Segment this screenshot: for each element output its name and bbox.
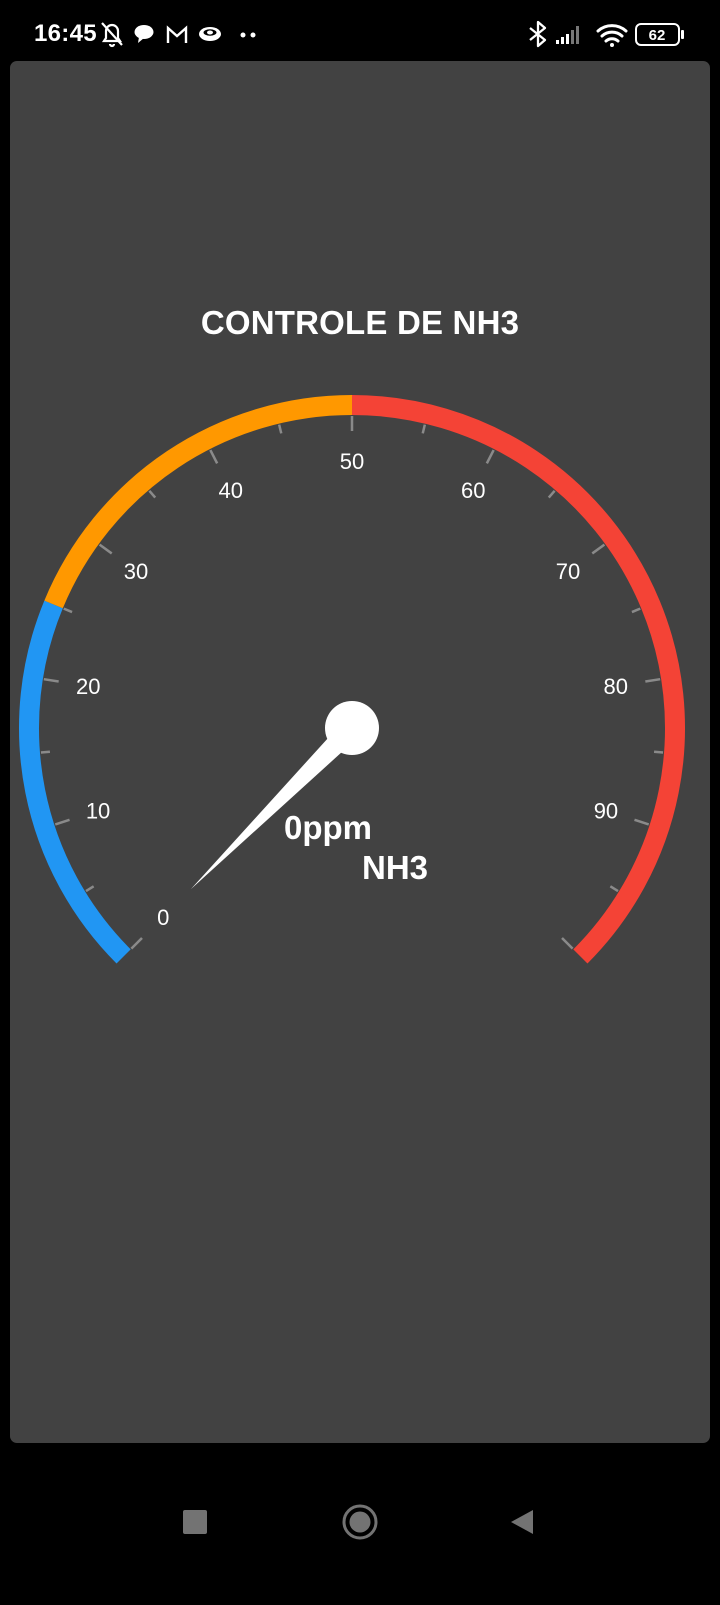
back-triangle-icon xyxy=(511,1510,533,1534)
gauge-tick xyxy=(85,885,95,893)
gauge-tick-label: 70 xyxy=(556,559,580,584)
gauge-tick xyxy=(591,543,606,555)
gauge-tick-label: 40 xyxy=(219,478,243,503)
back-button[interactable] xyxy=(511,1510,533,1534)
wifi-icon xyxy=(596,24,628,47)
status-bar: 16:45 xyxy=(0,0,720,60)
gauge-tick-label: 60 xyxy=(461,478,485,503)
gauge-tick xyxy=(63,607,73,614)
gauge-value-text: 0ppm xyxy=(284,809,372,846)
gauge-unit-label: NH3 xyxy=(362,849,428,886)
gauge-range-arc-1 xyxy=(44,395,353,609)
more-dots-icon xyxy=(240,32,256,38)
gauge-range-arc-0 xyxy=(19,600,131,964)
gauge-tick xyxy=(148,489,157,499)
status-left-icons xyxy=(101,22,256,48)
gauge-range-arcs xyxy=(19,395,685,964)
gauge-tick xyxy=(653,750,664,754)
gauge-tick-label: 90 xyxy=(594,799,618,824)
gauge-tick xyxy=(277,424,283,434)
gauge-tick xyxy=(43,677,59,683)
gauge-tick xyxy=(54,818,70,826)
recent-apps-button[interactable] xyxy=(183,1510,207,1534)
gauge-tick xyxy=(40,750,51,754)
gauge-tick xyxy=(130,937,143,950)
gauge-title: CONTROLE DE NH3 xyxy=(200,304,520,341)
bluetooth-icon xyxy=(529,20,547,48)
gauge-tick xyxy=(485,449,495,464)
square-icon xyxy=(183,1510,207,1534)
home-button[interactable] xyxy=(342,1504,378,1540)
cellular-signal-icon xyxy=(556,26,579,44)
home-circle-icon xyxy=(342,1504,378,1540)
gauge-tick xyxy=(547,489,556,499)
gauge-tick xyxy=(209,449,219,464)
battery-level-text: 62 xyxy=(649,27,666,44)
gauge-tick xyxy=(561,937,574,950)
battery-icon: 62 xyxy=(635,23,684,46)
gauge-tick xyxy=(609,885,619,893)
gauge-tick xyxy=(631,607,641,614)
gauge-range-arc-2 xyxy=(351,395,685,964)
notifications-off-icon xyxy=(101,22,123,48)
gauge-tick-label: 10 xyxy=(86,799,110,824)
gauge-tick xyxy=(98,543,113,555)
status-right-icons: 62 xyxy=(529,20,684,48)
nav-buttons xyxy=(183,1504,533,1540)
gauge-tick-label: 80 xyxy=(603,674,627,699)
gauge-tick xyxy=(645,677,661,683)
gauge-needle xyxy=(190,701,379,890)
gauge-tick xyxy=(421,424,427,434)
gmail-icon xyxy=(166,25,188,43)
gauge-tick-label: 50 xyxy=(340,449,364,474)
gauge-needle-hub xyxy=(325,701,379,755)
navigation-bar xyxy=(0,1443,720,1600)
home-dot-icon xyxy=(349,1511,371,1533)
chat-bubble-icon xyxy=(134,25,154,43)
gauge-tick-label: 0 xyxy=(157,905,169,930)
status-time: 16:45 xyxy=(34,20,97,47)
nh3-gauge: 0 10 20 30 40 50 60 70 80 90 0ppm NH3 xyxy=(19,395,685,964)
gauge-tick-label: 20 xyxy=(76,674,100,699)
gauge-tick-labels: 0 10 20 30 40 50 60 70 80 90 xyxy=(76,449,628,930)
gauge-tick xyxy=(634,818,650,826)
gauge-needle-pointer xyxy=(190,720,360,890)
gauge-tick-label: 30 xyxy=(124,559,148,584)
eye-app-icon xyxy=(199,27,221,41)
gauge-ticks xyxy=(40,416,664,950)
gauge-card: CONTROLE DE NH3 0 10 20 30 40 50 60 70 80 90 0ppm… xyxy=(10,61,710,1443)
